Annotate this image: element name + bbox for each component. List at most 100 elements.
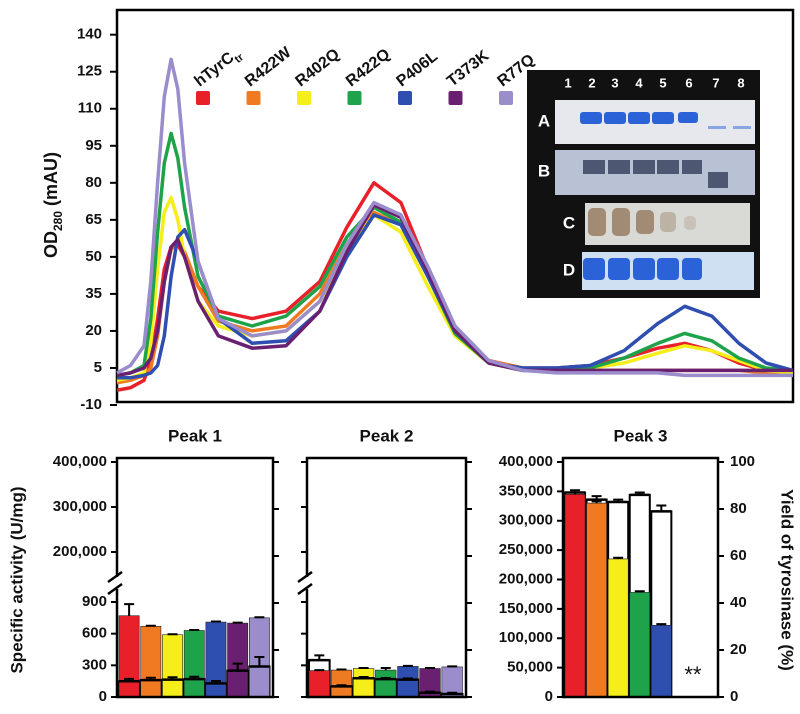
y-tick-label: 125 (77, 63, 102, 80)
legend-label: R422W (242, 44, 295, 91)
bar (586, 502, 607, 698)
y-tick-label: 150,000 (499, 600, 553, 617)
error-bar (254, 616, 265, 619)
y-tick-label: 300 (82, 656, 107, 673)
error-bar (232, 662, 243, 671)
y-tick-label: 300,000 (53, 498, 107, 515)
line-series (116, 203, 793, 378)
y-tick-label: 65 (85, 211, 102, 228)
legend-swatch (448, 91, 463, 105)
bar (205, 621, 227, 698)
lane-label: 7 (712, 75, 719, 90)
line-series (116, 181, 794, 392)
legend-label: R422Q (343, 46, 393, 91)
y-tick-label: 400,000 (499, 453, 553, 470)
y-tick-label: 95 (85, 137, 102, 154)
error-bar (634, 491, 645, 495)
legend-label-text: R422Q (343, 46, 393, 91)
chromatogram-frame (115, 8, 795, 404)
bar (650, 625, 672, 698)
y-tick-label: 140 (77, 26, 102, 43)
error-bar (380, 666, 391, 671)
bar (118, 615, 140, 698)
error-bar (167, 676, 178, 680)
panel-title: Peak 2 (360, 426, 414, 445)
bar (397, 666, 419, 698)
y-tick-label: 600 (82, 625, 107, 642)
bar (227, 622, 249, 698)
y2-tick-label: 20 (730, 641, 747, 658)
error-bar (570, 489, 581, 493)
error-bar (232, 621, 243, 624)
legend-label-text: P406L (394, 48, 442, 91)
legend-label: P406L (394, 48, 442, 91)
y2-tick-label: 60 (730, 547, 747, 564)
error-bar (167, 633, 178, 636)
y-axis-label-suffix: (mAU) (41, 152, 61, 206)
legend-label: hTyrCtr (192, 44, 247, 93)
gel-bands (583, 160, 728, 188)
error-bar (358, 676, 369, 679)
error-bar (634, 590, 645, 593)
y-tick-label: 35 (85, 285, 102, 302)
panel-title: Peak 3 (614, 426, 668, 445)
bar (352, 668, 375, 698)
error-bar (380, 676, 391, 680)
y2-tick-label: 80 (730, 500, 747, 517)
y-tick-label: -10 (80, 396, 102, 413)
error-bar (402, 664, 413, 667)
y-axis-label: Specific activity (U/mg) (7, 486, 26, 673)
gel-inset: 1 2 3 4 5 6 7 8 A B C D (527, 70, 760, 298)
lane-label: 6 (685, 75, 692, 90)
error-bar (124, 603, 135, 616)
y-tick-label: 100,000 (499, 629, 553, 646)
legend-swatch (398, 91, 412, 105)
error-bar (591, 495, 602, 500)
legend-label-text: T373K (444, 47, 493, 90)
panel-frame (561, 456, 720, 699)
y-axis-label-text: OD (41, 231, 61, 258)
error-bar (145, 624, 156, 627)
error-bar (336, 684, 347, 687)
lane-label: 2 (588, 75, 595, 90)
error-bar (314, 669, 325, 672)
y-tick-label: 110 (78, 100, 102, 117)
error-bar (613, 498, 624, 502)
bar (162, 634, 183, 698)
row-label: D (563, 260, 575, 279)
error-bar (447, 691, 458, 694)
bar (629, 592, 651, 698)
axis-break (297, 570, 313, 596)
gel-bands (588, 208, 696, 236)
error-bar (145, 676, 156, 681)
error-bar (358, 666, 369, 669)
legend-swatch (297, 91, 311, 105)
y-axis-label: OD280 (mAU) (41, 152, 65, 258)
error-bar (447, 665, 458, 668)
legend-label-text: R402Q (293, 46, 343, 91)
legend-label-text: R422W (242, 44, 295, 91)
error-bar (314, 654, 325, 661)
legend-swatch (499, 91, 513, 105)
y-axis-label-subscript: 280 (51, 211, 65, 231)
error-bar (613, 556, 624, 559)
error-bar (425, 666, 436, 669)
lane-label: 1 (564, 75, 571, 90)
panel-frame (305, 456, 468, 699)
legend-label: T373K (444, 47, 493, 90)
y-tick-label: 0 (545, 688, 553, 705)
lane-label: 3 (611, 75, 618, 90)
y2-tick-label: 40 (730, 594, 747, 611)
legend-swatch (246, 91, 261, 105)
gel-bands (580, 112, 751, 280)
error-bar (656, 623, 667, 626)
legend-swatch (347, 91, 362, 105)
error-bar (210, 620, 221, 623)
error-bar (402, 677, 413, 680)
error-bar (591, 500, 602, 504)
bar (375, 669, 397, 698)
error-bar (210, 680, 221, 684)
y-tick-label: 80 (85, 174, 102, 191)
y-tick-label: 200,000 (499, 570, 553, 587)
